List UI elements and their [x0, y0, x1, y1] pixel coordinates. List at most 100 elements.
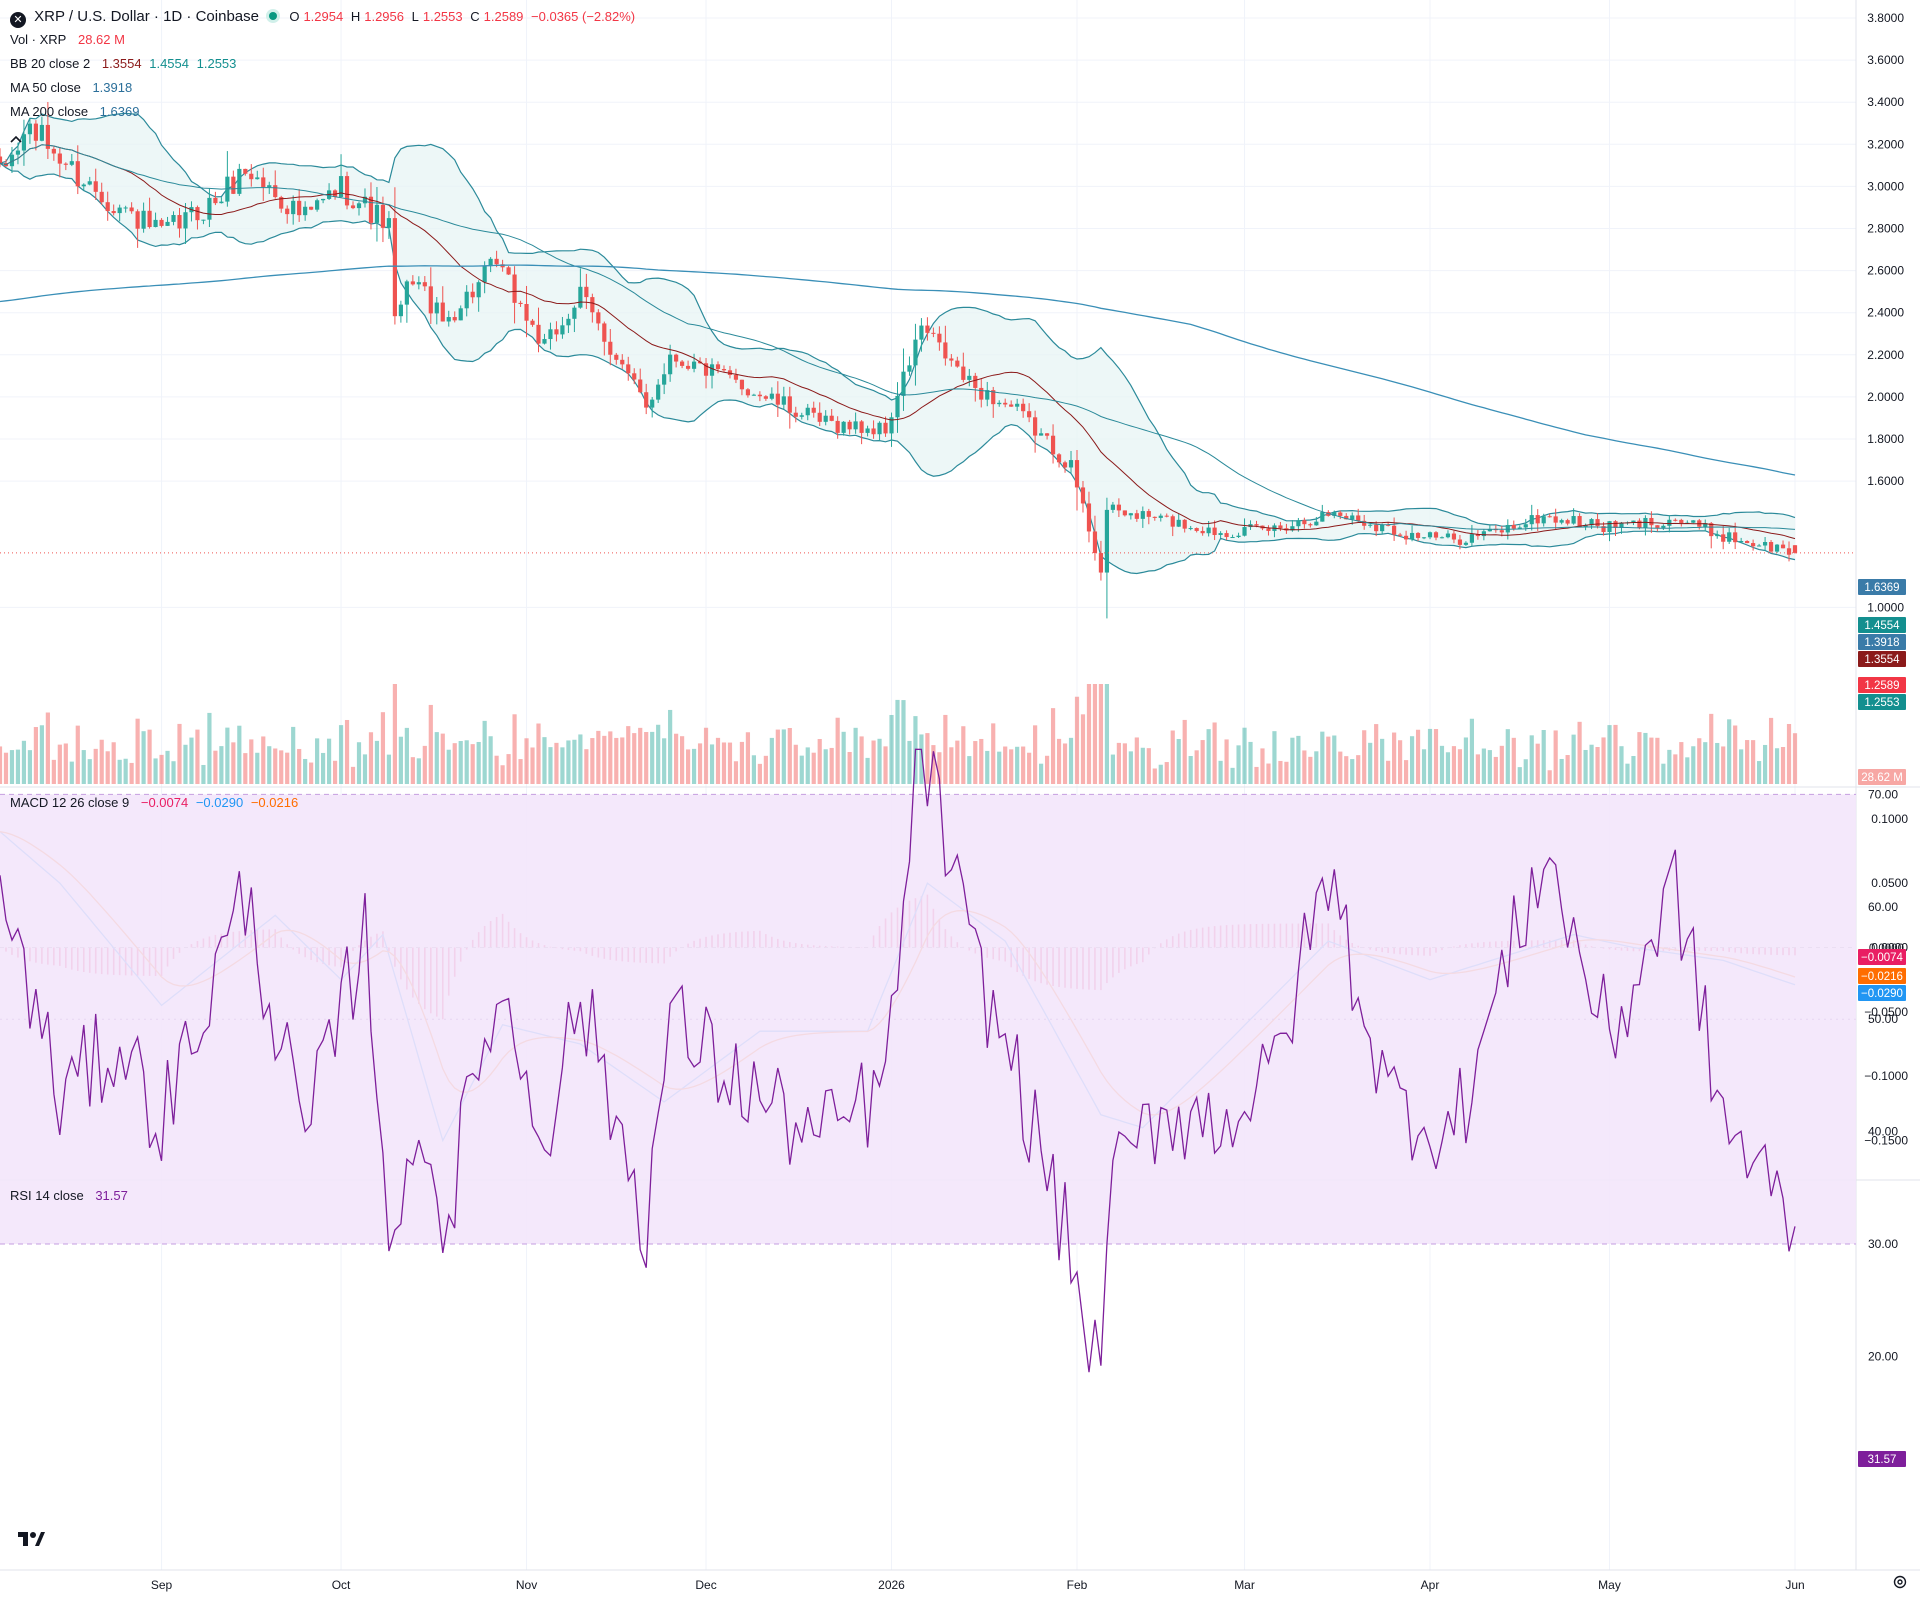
volume-bar: [1260, 748, 1265, 784]
moving-averages: [0, 144, 1856, 554]
volume-bar: [1062, 743, 1068, 784]
candle-body: [1392, 525, 1397, 535]
legend-ma50[interactable]: MA 50 close 1.3918: [10, 80, 136, 95]
volume-bar: [279, 750, 284, 784]
volume-bar: [1709, 713, 1714, 784]
volume-bar: [1338, 751, 1343, 784]
volume-bar: [1290, 737, 1295, 784]
candle-body: [751, 394, 756, 396]
candle-body: [1511, 524, 1516, 529]
volume-bar: [620, 737, 625, 784]
volume-bar: [75, 725, 80, 784]
bb-fill: [0, 113, 1795, 574]
candle-body: [1762, 542, 1768, 546]
candle-body: [1128, 513, 1133, 516]
volume-bar: [1362, 730, 1367, 784]
volume-bar: [817, 739, 822, 784]
candle-body: [847, 421, 852, 430]
candle-body: [1577, 516, 1582, 528]
candle-body: [63, 163, 68, 165]
time-axis-tick: 2026: [878, 1578, 905, 1592]
candle-body: [733, 374, 739, 380]
volume-bar: [925, 733, 930, 784]
volume-bar: [1206, 729, 1211, 784]
volume-bar: [751, 755, 756, 784]
volume-bar: [638, 727, 643, 784]
candle-body: [1595, 519, 1600, 527]
candle-body: [853, 421, 858, 430]
volume-bar: [1374, 724, 1379, 784]
legend-volume[interactable]: Vol · XRP 28.62 M: [10, 32, 129, 47]
volume-bar: [440, 733, 445, 784]
volume-bar: [1601, 737, 1606, 784]
volume-bar: [626, 726, 631, 784]
rsi-axis-tick: 30.00: [1868, 1237, 1898, 1251]
badge-volume-bg: [1858, 769, 1906, 785]
tradingview-logo-icon[interactable]: [16, 1528, 46, 1550]
badge-rsi-bg: [1858, 1451, 1906, 1467]
legend-rsi[interactable]: RSI 14 close 31.57: [10, 1188, 132, 1203]
volume-bar: [614, 737, 619, 784]
volume-bar: [1056, 738, 1062, 784]
volume-bar: [1140, 747, 1145, 784]
symbol-header[interactable]: ✕ XRP / U.S. Dollar · 1D · Coinbase O 1.2…: [10, 8, 639, 28]
volume-bar: [1242, 727, 1247, 784]
candle-body: [961, 366, 966, 380]
volume-bar: [177, 723, 182, 784]
volume-bar: [811, 752, 816, 784]
candle-body: [739, 379, 745, 390]
candle-body: [1314, 521, 1319, 526]
legend-bollinger[interactable]: BB 20 close 2 1.3554 1.4554 1.2553: [10, 56, 240, 71]
volume-bar: [1344, 756, 1349, 784]
candle-body: [1182, 519, 1187, 529]
time-axis-tick: Jun: [1785, 1578, 1804, 1592]
candle-body: [1780, 544, 1786, 549]
volume-bar: [632, 733, 637, 784]
volume-bar: [171, 761, 176, 784]
candle-body: [1583, 525, 1588, 528]
volume-bar: [189, 737, 194, 784]
volume-bar: [602, 735, 607, 784]
volume-bar: [1284, 761, 1289, 784]
volume-bar: [207, 712, 212, 784]
close-label: C: [470, 9, 480, 24]
volume-bar: [1427, 728, 1433, 784]
candle-body: [69, 161, 74, 165]
volume-bar: [1188, 756, 1193, 784]
volume-bar: [1092, 684, 1098, 784]
candle-body: [213, 197, 218, 204]
volume-bar: [1039, 763, 1044, 784]
candle-body: [15, 150, 21, 155]
volume-bar: [901, 700, 906, 784]
candle-body: [937, 333, 942, 343]
candle-body: [584, 286, 589, 298]
candle-body: [297, 200, 302, 216]
legend-ma200[interactable]: MA 200 close 1.6369: [10, 104, 143, 119]
candle-body: [1242, 527, 1247, 536]
volume-bar: [1583, 749, 1588, 784]
candle-body: [1146, 511, 1151, 517]
collapse-legend-icon[interactable]: [9, 132, 23, 144]
volume-bar: [1254, 766, 1259, 784]
candle-body: [482, 266, 487, 283]
candle-body: [27, 123, 33, 135]
legend-macd[interactable]: MACD 12 26 close 9 −0.0074 −0.0290 −0.02…: [10, 795, 302, 810]
volume-bar: [255, 752, 260, 784]
badge-bb-upper: 1.4554: [1864, 620, 1900, 632]
price-badges: 1.6369 1.4554 1.3918 1.3554 1.2589 1.2553 28.6…: [1858, 579, 1906, 1467]
candle-body: [530, 320, 535, 325]
candle-body: [805, 407, 810, 416]
settings-gear-icon[interactable]: [1892, 1574, 1908, 1590]
volume-bar: [1733, 725, 1738, 784]
ma200-value: 1.6369: [99, 104, 140, 119]
volume-bar: [1128, 751, 1133, 784]
candle-body: [434, 302, 439, 314]
candle-body: [1559, 520, 1564, 523]
badge-bb-lower: 1.2553: [1864, 697, 1899, 709]
volume-bar: [99, 739, 104, 784]
volume-bar: [1439, 745, 1445, 784]
volume-bar: [1667, 749, 1672, 784]
volume-bar: [15, 749, 21, 784]
candle-body: [344, 176, 350, 206]
